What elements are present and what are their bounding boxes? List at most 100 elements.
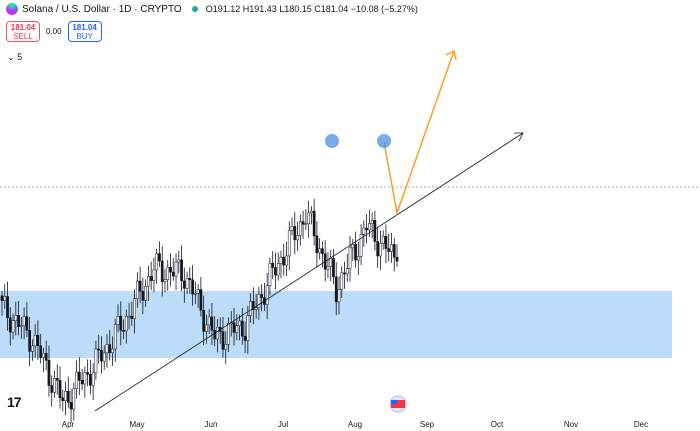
candle-body bbox=[177, 259, 181, 263]
candle-body bbox=[80, 380, 84, 385]
peak-marker-1[interactable] bbox=[325, 134, 339, 148]
candle-body bbox=[163, 279, 167, 283]
candle-body bbox=[36, 334, 40, 347]
candle-body bbox=[124, 315, 128, 332]
candle-body bbox=[312, 210, 316, 237]
candle-body bbox=[47, 360, 51, 386]
x-tick-label: Nov bbox=[564, 420, 578, 429]
candle-body bbox=[83, 372, 87, 385]
spread-value: 0.00 bbox=[46, 27, 62, 36]
candle-body bbox=[257, 294, 261, 308]
candle-body bbox=[354, 244, 357, 261]
candle-body bbox=[191, 279, 194, 295]
buy-button[interactable]: 181.04 BUY bbox=[67, 21, 102, 42]
candle-body bbox=[387, 248, 391, 252]
candle-body bbox=[359, 234, 363, 257]
candle-body bbox=[119, 315, 123, 331]
candle-body bbox=[196, 289, 200, 294]
candle-body bbox=[260, 294, 264, 298]
x-tick-label: Sep bbox=[420, 420, 435, 429]
x-tick-label: May bbox=[129, 420, 144, 429]
indicators-toggle[interactable]: ⌄ 5 bbox=[7, 52, 22, 63]
candle-body bbox=[246, 315, 250, 341]
candle-body bbox=[224, 344, 228, 350]
candle-body bbox=[160, 260, 164, 283]
candle-body bbox=[252, 301, 255, 310]
candle-body bbox=[69, 402, 73, 410]
candle-body bbox=[166, 266, 170, 280]
candle-body bbox=[296, 235, 299, 241]
candle-body bbox=[395, 256, 399, 262]
candle-body bbox=[89, 374, 92, 386]
candle-body bbox=[0, 295, 4, 301]
projection-arrow[interactable] bbox=[383, 50, 455, 217]
candle-body bbox=[235, 325, 239, 333]
candle-body bbox=[44, 352, 48, 361]
candle-body bbox=[287, 230, 291, 257]
candle-body bbox=[94, 348, 98, 374]
candle-body bbox=[276, 263, 280, 276]
trade-panel: 181.04 SELL 0.00 181.04 BUY bbox=[6, 21, 102, 42]
indicators-count: 5 bbox=[17, 52, 23, 62]
candle-body bbox=[227, 323, 230, 345]
candle-body bbox=[274, 267, 277, 276]
candle-body bbox=[343, 272, 346, 275]
candle-body bbox=[249, 301, 252, 316]
candle-body bbox=[318, 248, 322, 254]
candle-body bbox=[61, 397, 65, 401]
candle-body bbox=[205, 324, 208, 332]
candle-body bbox=[53, 377, 56, 393]
candle-body bbox=[91, 372, 95, 386]
candle-body bbox=[345, 268, 349, 275]
candle-body bbox=[368, 223, 371, 231]
candle-body bbox=[232, 322, 236, 333]
candle-body bbox=[351, 244, 355, 249]
candle-body bbox=[279, 256, 283, 264]
candle-body bbox=[133, 298, 136, 319]
candle-body bbox=[373, 220, 377, 242]
candle-body bbox=[135, 280, 139, 299]
candle-body bbox=[329, 258, 333, 267]
symbol-legend: Solana / U.S. Dollar · 1D · CRYPTO O191.… bbox=[6, 3, 418, 15]
candle-body bbox=[122, 330, 125, 332]
candle-body bbox=[130, 315, 134, 319]
candle-body bbox=[97, 348, 101, 351]
projection-arrowhead bbox=[445, 49, 457, 61]
candle-body bbox=[42, 352, 45, 358]
candle-body bbox=[138, 280, 142, 292]
tradingview-logo: 17 bbox=[7, 394, 22, 410]
candle-body bbox=[14, 315, 18, 321]
peak-marker-2[interactable] bbox=[377, 134, 391, 148]
x-axis: Apr May Jun Jul Aug Sep Oct Nov Dec bbox=[62, 420, 648, 429]
candle-body bbox=[169, 266, 172, 273]
candle-body bbox=[17, 315, 20, 327]
candle-body bbox=[315, 235, 319, 254]
candle-body bbox=[77, 371, 81, 381]
candle-body bbox=[147, 276, 150, 287]
candle-body bbox=[282, 256, 286, 266]
candle-body bbox=[58, 380, 62, 399]
market-status-icon bbox=[191, 6, 198, 12]
candle-body bbox=[207, 316, 211, 326]
candle-body bbox=[202, 310, 205, 332]
candle-body bbox=[392, 244, 396, 258]
candle-body bbox=[356, 256, 360, 261]
event-flag[interactable] bbox=[389, 395, 407, 413]
candle-body bbox=[307, 212, 310, 224]
candle-body bbox=[174, 261, 178, 277]
sell-label: SELL bbox=[13, 32, 33, 41]
ohlc-values: O191.12 H191.43 L180.15 C181.04 −10.08 (… bbox=[205, 4, 418, 14]
candle-body bbox=[113, 324, 117, 350]
candle-body bbox=[105, 344, 109, 354]
candle-body bbox=[185, 278, 189, 289]
symbol-title[interactable]: Solana / U.S. Dollar · 1D · CRYPTO bbox=[22, 3, 182, 15]
candle-body bbox=[199, 289, 203, 311]
candle-body bbox=[271, 262, 275, 268]
trendline[interactable] bbox=[94, 132, 524, 412]
candle-body bbox=[238, 320, 241, 326]
candle-body bbox=[221, 331, 225, 350]
candle-body bbox=[55, 377, 59, 381]
sell-button[interactable]: 181.04 SELL bbox=[6, 21, 40, 42]
candle-body bbox=[152, 269, 156, 281]
